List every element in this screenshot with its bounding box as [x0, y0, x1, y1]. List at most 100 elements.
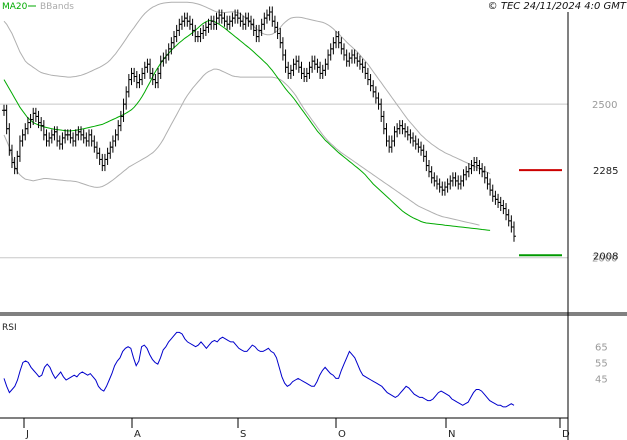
- ohlc-bar: [482, 166, 487, 184]
- ohlc-bar: [140, 67, 145, 86]
- ohlc-bar: [381, 110, 386, 135]
- ohlc-bar: [296, 55, 301, 73]
- ohlc-bar: [243, 12, 248, 30]
- ohlc-bar: [49, 129, 54, 144]
- ohlc-bar: [174, 24, 179, 43]
- ohlc-bar: [395, 123, 400, 138]
- ohlc-bar: [496, 193, 501, 208]
- rsi-tick-label: 45: [595, 374, 608, 385]
- ohlc-bar: [466, 163, 471, 178]
- ohlc-bar: [198, 27, 203, 43]
- ohlc-bar: [342, 43, 346, 61]
- ohlc-bar: [424, 150, 429, 172]
- x-axis-label: O: [338, 429, 346, 440]
- ohlc-bar: [132, 67, 137, 83]
- ohlc-bar: [328, 43, 333, 61]
- ohlc-bar: [87, 129, 91, 147]
- ohlc-bar: [413, 135, 418, 150]
- ohlc-bar: [264, 9, 269, 24]
- ohlc-bar: [222, 12, 227, 27]
- rsi-panel-title: RSI: [2, 323, 17, 333]
- ohlc-bar: [257, 24, 261, 43]
- ohlc-bar: [100, 153, 105, 172]
- ohlc-bar: [442, 181, 447, 196]
- ohlc-bar: [52, 126, 57, 141]
- ohlc-bar: [318, 61, 323, 79]
- ohlc-bar: [145, 58, 150, 73]
- ohlc-bar: [365, 67, 370, 86]
- ohlc-bar: [227, 15, 232, 30]
- ohlc-bar: [389, 135, 394, 153]
- ohlc-bar: [150, 67, 155, 86]
- ohlc-bar: [387, 135, 392, 153]
- ohlc-bar: [4, 104, 9, 135]
- ohlc-bar: [89, 129, 94, 147]
- ohlc-bar: [126, 74, 131, 98]
- ohlc-bar: [368, 74, 373, 92]
- ohlc-bar: [15, 150, 20, 175]
- ohlc-bar: [211, 15, 216, 30]
- ohlc-bar: [334, 31, 339, 49]
- ohlc-bar: [172, 31, 176, 49]
- ohlc-bar: [411, 132, 416, 147]
- ohlc-bar: [137, 74, 142, 89]
- ohlc-bar: [320, 64, 325, 79]
- ohlc-bar: [509, 215, 514, 233]
- ohlc-bar: [363, 61, 368, 79]
- ohlc-bar: [134, 70, 139, 89]
- ohlc-bar: [179, 15, 184, 30]
- bbands-legend-label: BBands: [40, 2, 74, 12]
- rsi-tick-label: 65: [595, 343, 608, 354]
- ohlc-bar: [469, 160, 474, 175]
- ohlc-bar: [283, 49, 288, 73]
- ohlc-bar: [241, 15, 246, 30]
- ohlc-bar: [355, 52, 360, 67]
- ohlc-bar: [121, 98, 126, 122]
- ohlc-bar: [272, 15, 277, 33]
- ohlc-bar: [278, 27, 283, 49]
- ohlc-bar: [347, 52, 352, 67]
- ohlc-bar: [156, 67, 161, 89]
- ohlc-bar: [142, 61, 147, 79]
- ohlc-bar: [400, 120, 405, 135]
- ohlc-bar: [68, 129, 73, 144]
- ohlc-bar: [437, 178, 442, 193]
- rsi-line: [3, 331, 515, 408]
- ohlc-bar: [262, 12, 267, 30]
- ohlc-bar: [416, 138, 421, 153]
- ohlc-bar: [477, 160, 482, 175]
- ohlc-bar: [419, 141, 424, 156]
- ohlc-bar: [219, 9, 224, 24]
- ma20-legend-label: MA20: [2, 2, 28, 12]
- ohlc-bar: [291, 58, 296, 76]
- ohlc-bar: [182, 12, 187, 27]
- ohlc-bar: [270, 6, 275, 27]
- ohlc-bar: [41, 120, 46, 141]
- ohlc-bar: [434, 175, 439, 190]
- x-axis-label: N: [448, 429, 455, 440]
- ohlc-bar: [158, 55, 163, 79]
- ohlc-bar: [458, 175, 463, 190]
- x-axis-label: J: [25, 429, 29, 440]
- ohlc-bar: [33, 107, 38, 122]
- ohlc-bar: [432, 172, 437, 187]
- ohlc-bar: [464, 166, 469, 181]
- ohlc-bar: [429, 166, 434, 184]
- ohlc-bar: [349, 49, 354, 64]
- ohlc-bar: [445, 178, 450, 193]
- ohlc-bar: [485, 172, 490, 190]
- ohlc-bar: [113, 129, 118, 147]
- ohlc-bar: [331, 37, 336, 55]
- bbands-lower-line: [3, 68, 480, 226]
- ohlc-bar: [440, 181, 445, 196]
- ohlc-bar: [490, 184, 495, 202]
- ohlc-bar: [267, 6, 272, 21]
- ohlc-bar: [371, 80, 376, 98]
- ohlc-bar: [450, 172, 455, 187]
- price-tick-label: 2500: [592, 100, 617, 111]
- ohlc-bar: [501, 199, 506, 215]
- ohlc-bar: [73, 129, 78, 147]
- ohlc-bar: [63, 129, 68, 144]
- ohlc-bar: [275, 21, 280, 40]
